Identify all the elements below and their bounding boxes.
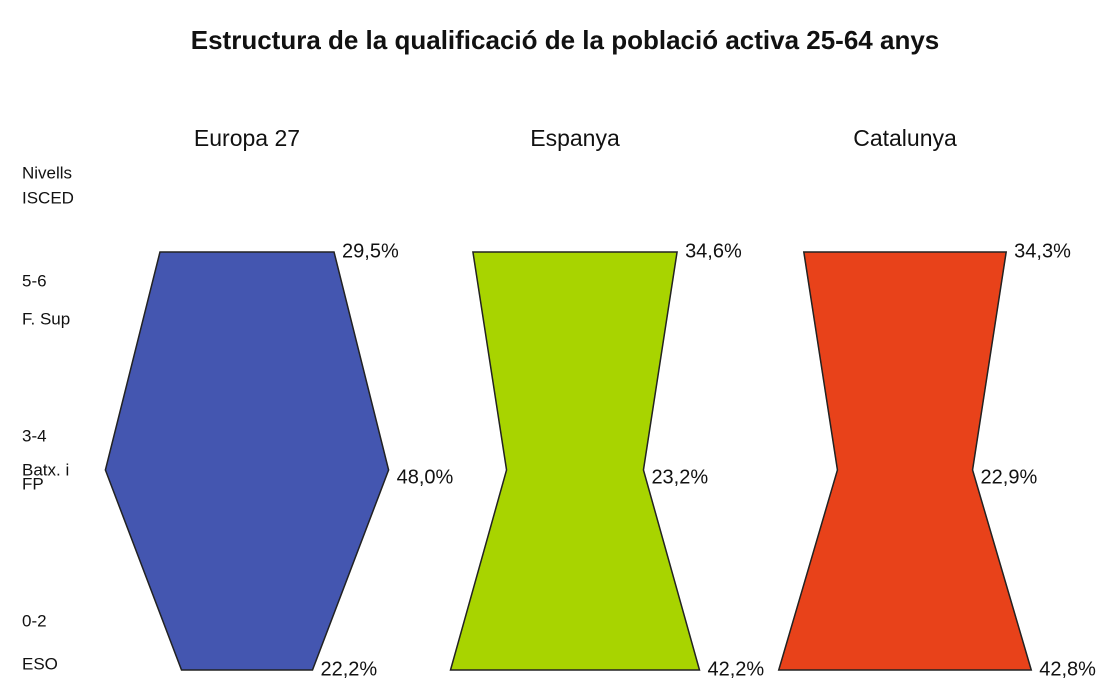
shape-segment [104, 251, 390, 471]
shape-segment [449, 469, 701, 671]
series-name: Catalunya [853, 125, 957, 151]
shape-outline [104, 251, 390, 671]
value-label: 22,2% [320, 658, 377, 680]
level-label: F. Sup [22, 309, 70, 328]
value-label: 42,2% [707, 658, 764, 680]
value-label: 22,9% [981, 466, 1038, 488]
series-name: Europa 27 [194, 125, 300, 151]
value-label: 34,3% [1014, 240, 1071, 262]
level-title: Nivells [22, 163, 72, 182]
shape-segment [803, 251, 1007, 471]
shape-segment [472, 251, 678, 471]
value-label: 34,6% [685, 240, 742, 262]
shape-outline [449, 251, 701, 671]
series-name: Espanya [530, 125, 620, 151]
value-label: 29,5% [342, 240, 399, 262]
chart-title: Estructura de la qualificació de la pobl… [191, 25, 940, 55]
level-label: FP [22, 474, 44, 493]
level-label: Batx. i [22, 460, 69, 479]
shape-segment [104, 469, 390, 671]
level-label: 5-6 [22, 271, 47, 290]
level-label: 0-2 [22, 611, 47, 630]
shape-segment [778, 469, 1032, 671]
level-label: ESO [22, 654, 58, 673]
level-title: ISCED [22, 188, 74, 207]
shape-outline [777, 251, 1033, 671]
value-label: 42,8% [1039, 658, 1096, 680]
value-label: 48,0% [397, 466, 454, 488]
level-label: 3-4 [22, 426, 47, 445]
value-label: 23,2% [651, 466, 708, 488]
